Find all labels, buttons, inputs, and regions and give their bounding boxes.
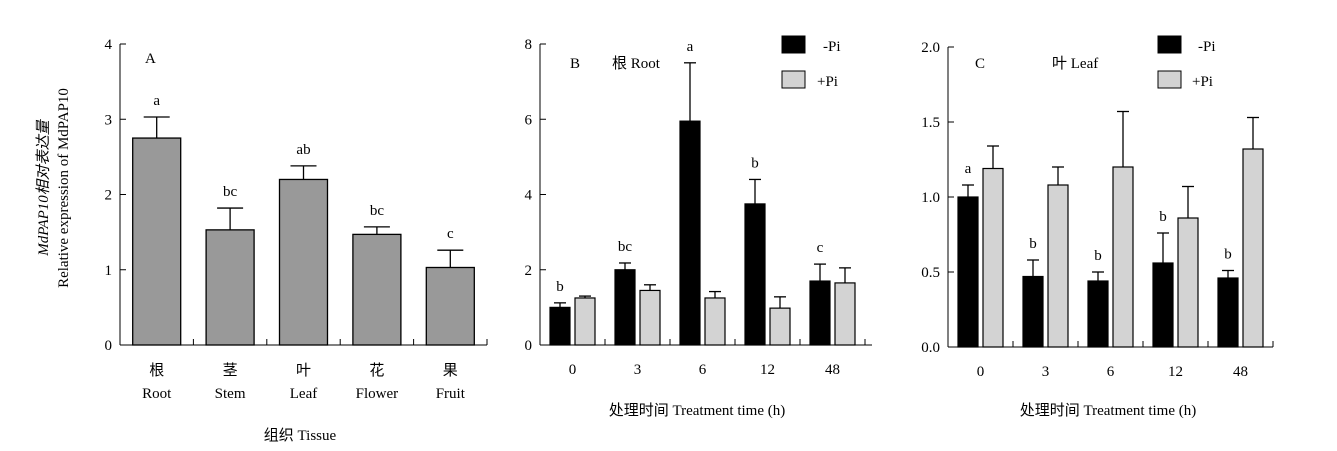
panel-c-bar-minus-pi [1217,277,1239,348]
panel-a-bar [352,233,402,346]
panel-a-y-tick-label: 2 [105,188,113,204]
panel-b-bar-minus-pi [809,280,831,346]
panel-c-significance-letter: b [1029,236,1037,252]
panel-b-bar-minus-pi [614,269,636,346]
panel-b-bar-minus-pi [744,203,766,346]
y-axis-title-line1: MdPAP10相对表达量 [35,118,52,257]
panel-c-y-tick-label: 1.0 [921,190,940,206]
panel-b-bar-minus-pi [549,306,571,346]
panel-a-x-tick-label-en: Stem [215,386,246,402]
panel-b-x-tick-label: 6 [699,362,707,378]
panel-b-bar-plus-pi [574,297,596,346]
panel-c-x-tick-label: 0 [977,364,985,380]
panel-a-y-tick-label: 3 [105,112,113,128]
panel-b-significance-letter: a [687,39,694,55]
panel-b-letter: B [570,56,580,72]
panel-c-letter: C [975,56,985,72]
panel-c-significance-letter: b [1159,209,1167,225]
panel-c-legend: -Pi +Pi [1157,35,1216,90]
panel-b-x-tick-label: 48 [825,362,840,378]
panel-b-subtitle: 根 Root [612,55,661,72]
panel-b-y-tick-label: 8 [525,37,533,53]
legend-plus-pi-label: +Pi [1192,74,1213,90]
panel-c-x-tick-label: 48 [1233,364,1248,380]
panel-c-bar-plus-pi [1177,217,1199,348]
panel-a-x-tick-label-zh: 根 [149,362,164,379]
legend-minus-pi-label: -Pi [823,39,841,55]
panel-b-x-tick-label: 0 [569,362,577,378]
panel-c-y-tick-label: 1.5 [921,115,940,131]
panel-a-xlabel: 组织 Tissue [264,427,337,444]
panel-c-significance-letter: b [1094,248,1102,264]
y-axis-title: MdPAP10相对表达量 Relative expression of MdPA… [35,88,72,288]
panel-b-bar-plus-pi [639,289,661,346]
panel-b-bar-plus-pi [769,307,791,346]
panel-b-y-tick-label: 4 [525,188,533,204]
panel-b-y-tick-label: 0 [525,338,533,354]
panel-a-bar [132,137,182,346]
panel-b-significance-letter: c [817,240,824,256]
panel-b-y-tick-label: 6 [525,112,533,128]
panel-c-significance-letter: b [1224,247,1232,263]
panel-b-x-tick-label: 3 [634,362,642,378]
panel-b-legend: -Pi +Pi [781,35,841,90]
panel-c-y-tick-label: 0.0 [921,340,940,356]
panel-a-y-tick-label: 0 [105,338,113,354]
panel-a-x-tick-label-zh: 花 [369,362,384,379]
panel-c-xlabel: 处理时间 Treatment time (h) [1020,402,1197,419]
panel-a-significance-letter: ab [296,142,310,158]
panel-b-significance-letter: bc [618,239,633,255]
panel-a-significance-letter: a [153,93,160,109]
panel-c-bar-plus-pi [1047,184,1069,348]
legend-plus-pi-swatch [781,70,806,89]
panel-b-bar-plus-pi [704,297,726,346]
panel-a-x-tick-label-en: Fruit [436,386,466,402]
panel-b-xlabel: 处理时间 Treatment time (h) [609,402,786,419]
panel-a-x-tick-label-en: Flower [356,386,399,402]
panel-c-x-tick-label: 6 [1107,364,1115,380]
panel-a-bar [425,266,475,346]
legend-minus-pi-swatch [1157,35,1182,54]
panel-b-significance-letter: b [556,279,564,295]
panel-a-significance-letter: c [447,226,454,242]
panel-b-significance-letter: b [751,155,759,171]
panel-c-bar-minus-pi [1087,280,1109,348]
panel-b-y-tick-label: 2 [525,263,533,279]
panel-c-bar-plus-pi [1112,166,1134,348]
panel-a-significance-letter: bc [223,184,238,200]
panel-c-subtitle: 叶 Leaf [1052,55,1098,72]
panel-c-significance-letter: a [965,161,972,177]
panel-c-x-tick-label: 3 [1042,364,1050,380]
panel-a-y-tick-label: 1 [105,263,113,279]
panel-a-letter: A [145,51,156,67]
panel-a-y-tick-label: 4 [105,37,113,53]
panel-c-y-tick-label: 2.0 [921,40,940,56]
panel-c-bar-plus-pi [982,167,1004,348]
panel-b-bar-minus-pi [679,120,701,346]
panel-a-bar [205,229,255,346]
panel-a-x-tick-label-zh: 叶 [296,362,311,379]
legend-plus-pi-swatch [1157,70,1182,89]
plot-layer: 01234a根Rootbc茎Stemab叶Leafbc花Flowerc果Frui… [105,37,1274,402]
legend-plus-pi-label: +Pi [817,74,838,90]
panel-c-bar-plus-pi [1242,148,1264,348]
y-axis-title-line2: Relative expression of MdPAP10 [56,88,72,288]
panel-b-x-tick-label: 12 [760,362,775,378]
panel-c-bar-minus-pi [957,196,979,348]
panel-c-bar-minus-pi [1022,275,1044,348]
panel-c-x-tick-label: 12 [1168,364,1183,380]
panel-b-bar-plus-pi [834,282,856,346]
panel-c-y-tick-label: 0.5 [921,265,940,281]
legend-minus-pi-label: -Pi [1198,39,1216,55]
panel-a-x-tick-label-en: Leaf [290,386,317,402]
legend-minus-pi-swatch [781,35,806,54]
panel-a-x-tick-label-zh: 果 [443,363,458,379]
panel-a-x-tick-label-en: Root [142,386,172,402]
panel-a-x-tick-label-zh: 茎 [223,362,238,379]
panel-a-bar [278,178,329,346]
panel-c-bar-minus-pi [1152,262,1174,348]
panel-a-significance-letter: bc [370,203,385,219]
